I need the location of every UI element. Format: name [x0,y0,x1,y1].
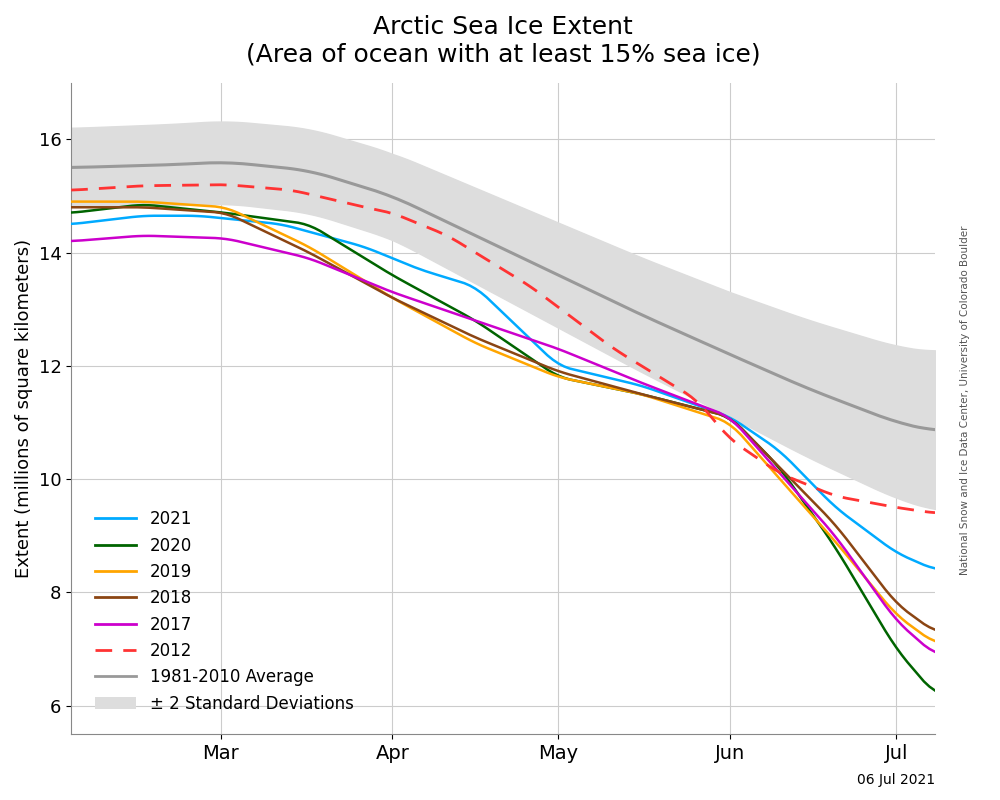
Legend: 2021, 2020, 2019, 2018, 2017, 2012, 1981-2010 Average, ± 2 Standard Deviations: 2021, 2020, 2019, 2018, 2017, 2012, 1981… [88,503,360,719]
Text: 06 Jul 2021: 06 Jul 2021 [857,773,935,787]
Text: National Snow and Ice Data Center, University of Colorado Boulder: National Snow and Ice Data Center, Unive… [960,226,970,574]
Title: Arctic Sea Ice Extent
(Area of ocean with at least 15% sea ice): Arctic Sea Ice Extent (Area of ocean wit… [246,15,760,66]
Y-axis label: Extent (millions of square kilometers): Extent (millions of square kilometers) [15,238,33,578]
